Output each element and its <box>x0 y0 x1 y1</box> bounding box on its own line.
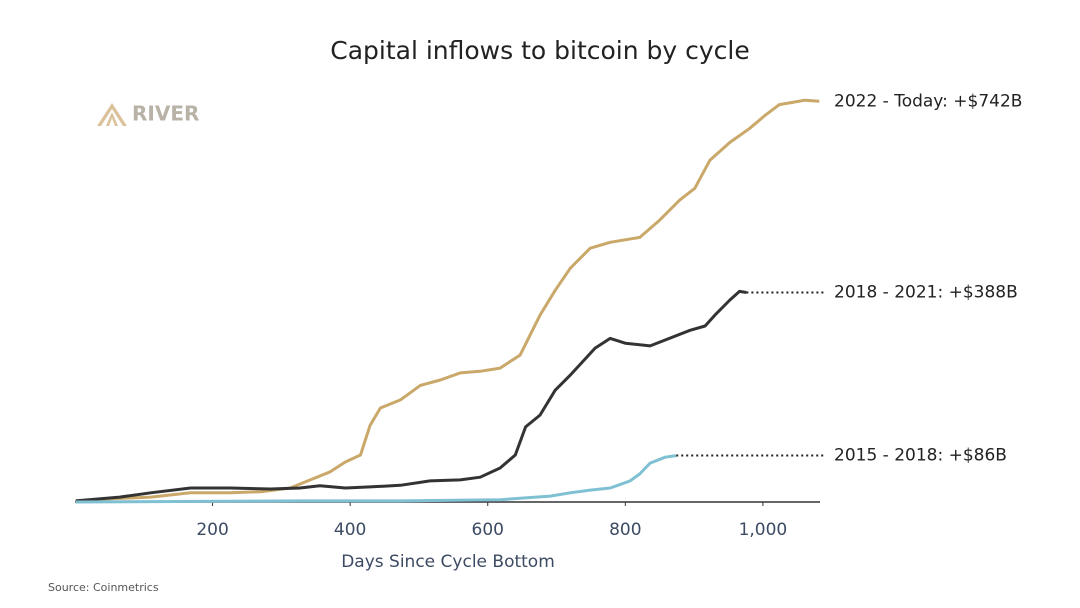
series-label: 2022 - Today: +$742B <box>834 91 1022 111</box>
x-tick-label: 400 <box>334 520 366 540</box>
logo-text: RIVER <box>132 102 199 126</box>
logo-icon <box>106 112 118 126</box>
series-line <box>75 289 747 503</box>
x-tick-label: 200 <box>196 520 228 540</box>
series-label: 2018 - 2021: +$388B <box>834 282 1018 302</box>
x-tick-label: 1,000 <box>739 520 788 540</box>
logo-icon <box>97 103 127 126</box>
series-line <box>75 454 677 504</box>
series-line <box>75 98 820 503</box>
series-label: 2015 - 2018: +$86B <box>834 446 1007 466</box>
x-tick-label: 600 <box>472 520 504 540</box>
logo: RIVER <box>97 102 199 126</box>
x-axis-label: Days Since Cycle Bottom <box>341 552 555 572</box>
x-tick-label: 800 <box>609 520 641 540</box>
source: Source: Coinmetrics <box>48 581 159 594</box>
chart-title: Capital inflows to bitcoin by cycle <box>330 36 750 65</box>
